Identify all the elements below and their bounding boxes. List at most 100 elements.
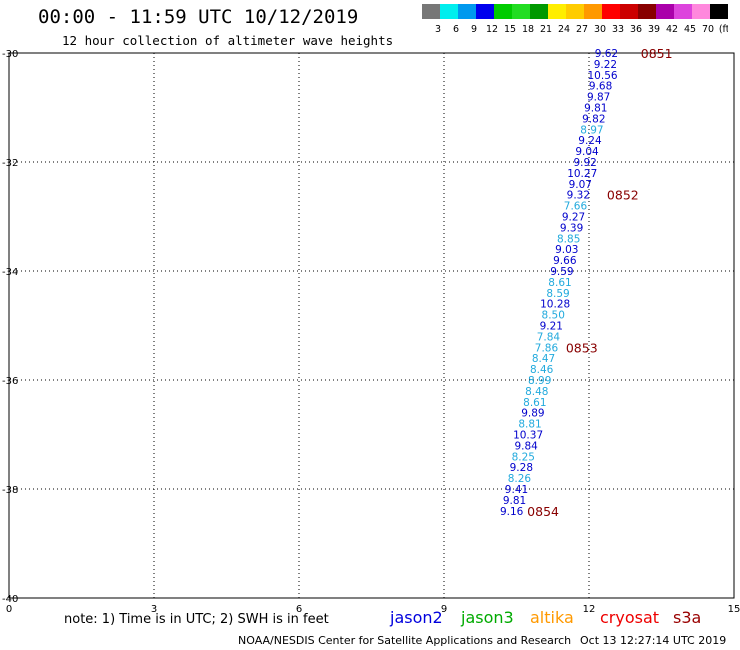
swh-value: 9.16 — [500, 506, 524, 518]
scale-label: 24 — [558, 24, 570, 35]
swh-value: 10.27 — [567, 168, 597, 180]
map-frame — [8, 52, 735, 599]
scale-swatch — [566, 4, 584, 19]
scale-swatch — [548, 4, 566, 19]
scale-swatch — [638, 4, 656, 19]
swh-value: 8.50 — [542, 310, 565, 322]
time-label: 0851 — [641, 46, 673, 61]
scale-label: 45 — [684, 24, 696, 35]
swh-value: 9.89 — [521, 408, 544, 420]
swh-value: 9.66 — [553, 255, 577, 267]
swh-value: 8.85 — [557, 233, 580, 245]
x-tick-label: 12 — [583, 604, 596, 615]
swh-value: 8.81 — [518, 419, 541, 431]
scale-swatch — [710, 4, 728, 19]
scale-swatch — [530, 4, 548, 19]
scale-swatch — [692, 4, 710, 19]
swh-value: 8.97 — [580, 124, 603, 136]
legend-s3a: s3a — [673, 608, 702, 627]
swh-value: 9.32 — [567, 190, 590, 202]
scale-label: 9 — [471, 24, 477, 35]
swh-value: 9.92 — [573, 157, 596, 169]
scale-label: 27 — [576, 24, 588, 35]
scale-label: (ft) — [719, 24, 728, 35]
scale-swatch — [602, 4, 620, 19]
swh-value: 8.25 — [512, 451, 535, 463]
x-tick-label: 3 — [151, 604, 157, 615]
swh-value: 9.41 — [505, 484, 528, 496]
swh-value: 8.46 — [530, 364, 554, 376]
swh-value: 8.26 — [508, 473, 532, 485]
scale-swatch — [512, 4, 530, 19]
swh-value: 9.81 — [584, 103, 607, 115]
swh-value: 8.61 — [548, 277, 571, 289]
legend-jason3: jason3 — [461, 608, 514, 627]
scale-swatch — [620, 4, 638, 19]
x-tick-label: 15 — [728, 604, 740, 615]
scale-swatch — [440, 4, 458, 19]
swh-value: 9.81 — [503, 495, 526, 507]
scale-label: 12 — [486, 24, 498, 35]
swh-value: 9.82 — [582, 113, 605, 125]
scale-label: 33 — [612, 24, 624, 35]
scale-swatch — [584, 4, 602, 19]
scale-label: 36 — [630, 24, 642, 35]
scale-label: 18 — [522, 24, 534, 35]
swh-value: 10.56 — [588, 70, 618, 82]
swh-value: 9.07 — [569, 179, 592, 191]
scale-label: 3 — [435, 24, 441, 35]
swh-value: 8.61 — [523, 397, 546, 409]
footer-note: note: 1) Time is in UTC; 2) SWH is in fe… — [64, 612, 329, 627]
swh-value: 9.03 — [555, 244, 578, 256]
swh-value: 9.04 — [575, 146, 599, 158]
swh-value: 9.27 — [562, 212, 585, 224]
x-tick-label: 0 — [6, 604, 12, 615]
swh-value: 9.28 — [510, 462, 533, 474]
swh-value: 9.68 — [589, 81, 612, 93]
scale-swatch — [422, 4, 440, 19]
legend-cryosat: cryosat — [600, 608, 660, 627]
x-tick-label: 6 — [296, 604, 302, 615]
y-tick-label: -34 — [2, 267, 18, 278]
y-tick-label: -32 — [2, 158, 18, 169]
scale-swatch — [656, 4, 674, 19]
x-tick-label: 9 — [441, 604, 447, 615]
credit-line: NOAA/NESDIS Center for Satellite Applica… — [238, 634, 572, 647]
scale-swatch — [476, 4, 494, 19]
swh-value: 9.21 — [540, 321, 563, 333]
swh-value: 7.86 — [535, 342, 559, 354]
swh-value: 8.47 — [532, 353, 555, 365]
scale-label: 6 — [453, 24, 459, 35]
swh-value: 9.59 — [550, 266, 573, 278]
scale-label: 39 — [648, 24, 660, 35]
y-tick-label: -40 — [2, 594, 18, 605]
swh-value: 9.62 — [595, 48, 618, 60]
scale-label: 70 — [702, 24, 714, 35]
swh-value: 9.84 — [514, 440, 538, 452]
y-tick-label: -30 — [2, 49, 18, 60]
swh-value: 9.22 — [594, 59, 617, 71]
swh-value: 8.48 — [525, 386, 548, 398]
swh-value: 9.87 — [587, 92, 610, 104]
generation-timestamp: Oct 13 12:27:14 UTC 2019 — [580, 634, 727, 647]
time-label: 0854 — [527, 504, 559, 519]
time-label: 0853 — [566, 340, 598, 355]
scale-swatch — [458, 4, 476, 19]
swh-value: 8.99 — [528, 375, 551, 387]
page-title: 00:00 - 11:59 UTC 10/12/2019 — [38, 6, 359, 28]
scale-label: 15 — [504, 24, 516, 35]
page-subtitle: 12 hour collection of altimeter wave hei… — [62, 33, 394, 48]
swh-value: 9.24 — [578, 135, 602, 147]
scale-label: 30 — [594, 24, 606, 35]
y-tick-label: -36 — [2, 376, 18, 387]
y-tick-label: -38 — [2, 485, 18, 496]
scale-label: 42 — [666, 24, 678, 35]
swh-value: 10.28 — [540, 299, 570, 311]
swh-value: 7.84 — [537, 331, 561, 343]
scale-label: 21 — [540, 24, 552, 35]
swh-value: 8.59 — [546, 288, 569, 300]
swh-value: 10.37 — [513, 430, 543, 442]
scale-swatch — [674, 4, 692, 19]
